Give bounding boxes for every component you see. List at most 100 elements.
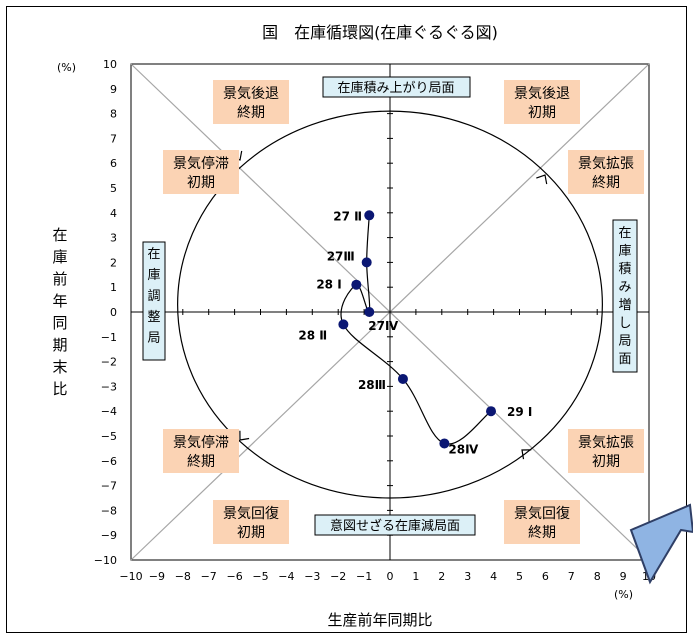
y-tick-label: 1: [110, 281, 117, 294]
series-line: [340, 215, 492, 445]
x-tick-label: 1: [412, 570, 419, 583]
x-tick-label: −1: [356, 570, 372, 583]
y-tick-label: 6: [110, 157, 117, 170]
phase-box: [504, 500, 580, 544]
phase-line1: 景気回復: [514, 505, 570, 522]
data-point-label: 27Ⅳ: [368, 319, 399, 333]
x-tick-label: 0: [387, 570, 394, 583]
phase-box: [213, 500, 289, 544]
data-point: [439, 438, 450, 449]
phase-line2: 初期: [528, 104, 556, 121]
data-point-label: 28 Ⅰ: [316, 278, 341, 292]
y-tick-label: −10: [94, 554, 117, 567]
data-point-label: 27Ⅲ: [327, 249, 355, 263]
cycle-arrow-chevron: [536, 174, 548, 185]
x-tick-label: −10: [119, 570, 142, 583]
phase-line1: 景気停滞: [173, 434, 229, 451]
x-tick-label: −4: [278, 570, 294, 583]
y-tick-label: 2: [110, 256, 117, 269]
y-tick-label: −5: [101, 430, 117, 443]
phase-line1: 景気後退: [514, 86, 570, 102]
chart-border: [6, 6, 687, 633]
x-tick-label: 2: [438, 570, 445, 583]
data-point: [361, 257, 372, 268]
y-tick-label: −1: [101, 331, 117, 344]
stage-right-text: 在庫積み増し局面: [618, 226, 631, 367]
data-point-label: 27 Ⅱ: [333, 209, 362, 223]
phase-box: [163, 150, 239, 194]
phase-labels: 景気後退終期景気後退初期景気停滞初期景気拡張終期景気停滞終期景気拡張初期景気回復…: [163, 80, 644, 544]
stage-right-box: [612, 219, 638, 373]
stage-top: 在庫積み上がり局面: [322, 76, 471, 98]
y-tick-label: 4: [110, 207, 117, 220]
plot-area: [130, 63, 650, 561]
data-point: [486, 406, 497, 417]
phase-box: [504, 80, 580, 124]
y-tick-label: 0: [110, 306, 117, 319]
phase-box: [213, 80, 289, 124]
stage-right: 在庫積み増し局面: [612, 219, 638, 373]
y-tick-label: −3: [101, 380, 117, 393]
data-point: [338, 319, 349, 330]
phase-line1: 景気拡張: [578, 435, 634, 451]
phase-line2: 終期: [528, 525, 556, 541]
phase-line1: 景気拡張: [578, 156, 634, 172]
y-tick-label: 7: [110, 132, 117, 145]
x-tick-label: 9: [620, 570, 627, 583]
data-point-label: 28 Ⅱ: [298, 328, 327, 342]
y-tick-label: 3: [110, 232, 117, 245]
x-axis-label: 生産前年同期比: [327, 611, 432, 629]
x-tick-label: 3: [464, 570, 471, 583]
y-tick-label: −4: [101, 405, 117, 418]
y-tick-label: −9: [101, 529, 117, 542]
x-tick-label: 8: [594, 570, 601, 583]
y-axis-label: 在庫前年同期末比: [52, 226, 67, 398]
y-tick-label: 10: [103, 58, 117, 71]
stage-top-text: 在庫積み上がり局面: [337, 81, 454, 96]
stage-bottom-box: [314, 514, 476, 536]
y-tick-label: 9: [110, 83, 117, 96]
x-tick-label: 4: [490, 570, 497, 583]
phase-line2: 初期: [237, 524, 265, 541]
phase-line2: 初期: [187, 174, 215, 191]
x-tick-label: 6: [542, 570, 549, 583]
data-point: [364, 210, 375, 221]
cycle-arrow-icon: [239, 430, 250, 441]
x-tick-label: 5: [516, 570, 523, 583]
data-point: [351, 279, 362, 290]
phase-line2: 終期: [592, 175, 620, 191]
phase-line2: 終期: [237, 105, 265, 121]
data-point-label: 28Ⅲ: [358, 378, 386, 392]
x-tick-label: −3: [304, 570, 320, 583]
x-tick-label: −2: [330, 570, 346, 583]
phase-box: [568, 429, 644, 473]
y-tick-label: −6: [101, 455, 117, 468]
x-tick-label: 7: [568, 570, 575, 583]
data-point: [397, 373, 408, 384]
y-tick-label: −7: [101, 480, 117, 493]
cycle-ellipse: [177, 110, 603, 499]
data-point: [364, 307, 375, 317]
phase-line1: 景気後退: [223, 86, 279, 102]
phase-line1: 景気停滞: [173, 155, 229, 172]
y-tick-label: 8: [110, 108, 117, 121]
data-point-label: 29 Ⅰ: [507, 405, 532, 419]
y-tick-label: −2: [101, 356, 117, 369]
stage-left-text: 在庫調整局: [147, 247, 160, 346]
x-tick-label: −8: [175, 570, 191, 583]
cycle-arrow-icon: [521, 449, 532, 460]
x-tick-label: −6: [226, 570, 242, 583]
stage-left-box: [142, 241, 166, 361]
decorative-arrow-shape: [629, 503, 693, 585]
cycle-arrow-chevron: [239, 430, 250, 441]
phase-line2: 終期: [187, 454, 215, 470]
